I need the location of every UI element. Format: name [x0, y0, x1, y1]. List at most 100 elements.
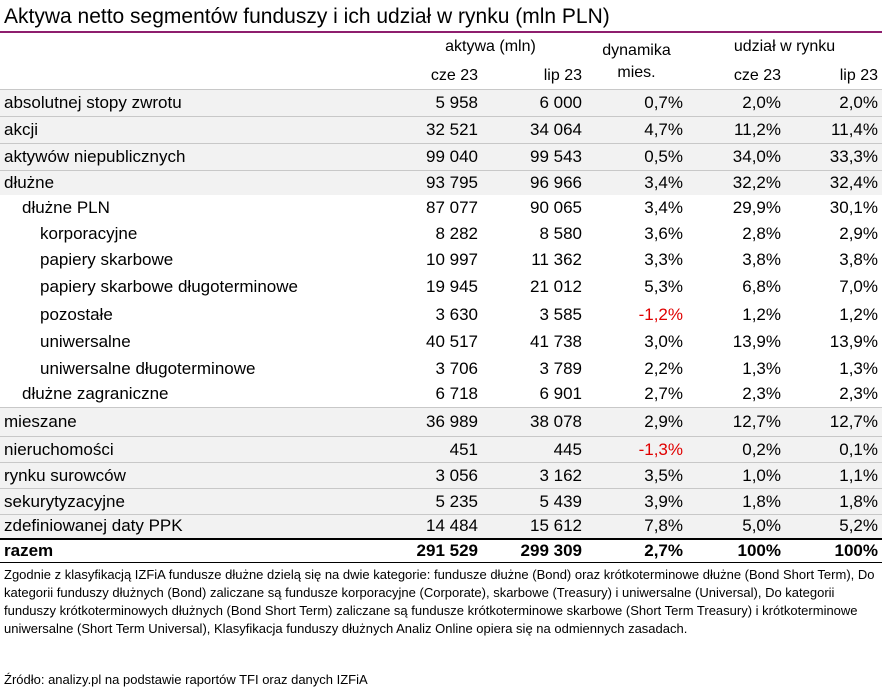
dynamics: 3,3% — [644, 249, 683, 269]
total-assets-lip: 299 309 — [482, 537, 586, 563]
header-share-group: udział w rynku — [733, 38, 836, 55]
assets-cze: 10 997 — [426, 249, 478, 269]
share-cze: 34,0% — [687, 143, 785, 171]
table-row: dłużne PLN 87 077 90 065 3,4% 29,9% 30,1% — [0, 194, 882, 221]
share-cze: 29,9% — [732, 197, 781, 217]
row-label: dłużne zagraniczne — [22, 384, 169, 404]
assets-lip: 96 966 — [482, 170, 586, 195]
assets-cze: 8 282 — [435, 223, 478, 243]
row-label: papiery skarbowe długoterminowe — [40, 277, 298, 296]
assets-lip: 3 585 — [539, 305, 582, 324]
assets-cze: 451 — [395, 436, 482, 463]
row-label: zdefiniowanej daty PPK — [0, 514, 395, 539]
row-label: uniwersalne długoterminowe — [40, 358, 256, 378]
share-cze: 12,7% — [687, 407, 785, 437]
assets-cze: 14 484 — [395, 514, 482, 539]
assets-cze: 93 795 — [395, 170, 482, 195]
share-cze: 1,0% — [687, 462, 785, 489]
share-lip: 2,9% — [839, 223, 878, 243]
total-row: razem 291 529 299 309 2,7% 100% 100% — [0, 537, 882, 563]
share-lip: 30,1% — [829, 197, 878, 217]
share-cze: 2,0% — [687, 89, 785, 117]
assets-lip: 99 543 — [482, 143, 586, 171]
share-lip: 2,0% — [785, 89, 882, 117]
assets-lip: 34 064 — [482, 116, 586, 144]
assets-cze: 6 718 — [435, 384, 478, 404]
assets-lip: 15 612 — [482, 514, 586, 539]
assets-lip: 38 078 — [482, 407, 586, 437]
assets-lip: 41 738 — [530, 332, 582, 351]
share-cze: 32,2% — [687, 170, 785, 195]
title-divider — [0, 31, 882, 33]
assets-cze: 87 077 — [426, 197, 478, 217]
header-dynamics-line2: mies. — [617, 64, 656, 81]
table-row: aktywów niepublicznych 99 040 99 543 0,5% 34… — [0, 143, 882, 171]
source-note: Źródło: analizy.pl na podstawie raportów… — [4, 672, 368, 687]
share-lip: 0,1% — [785, 436, 882, 463]
table-row: dłużne zagraniczne 6 718 6 901 2,7% 2,3% 2,3% — [0, 381, 882, 408]
share-lip: 1,8% — [785, 488, 882, 515]
share-cze: 11,2% — [687, 116, 785, 144]
dynamics: 0,7% — [586, 89, 687, 117]
share-lip: 1,2% — [839, 305, 878, 324]
share-cze: 2,8% — [742, 223, 781, 243]
row-label: akcji — [0, 116, 395, 144]
header-share-lip: lip 23 — [839, 67, 878, 84]
total-row-label: razem — [0, 537, 395, 563]
row-label: dłużne PLN — [22, 197, 110, 217]
total-assets-cze: 291 529 — [395, 537, 482, 563]
table-row: uniwersalne długoterminowe 3 706 3 789 2,2%… — [0, 355, 882, 382]
segments-table-body: absolutnej stopy zwrotu 5 958 6 000 0,7% 2,0… — [0, 89, 882, 563]
dynamics: 3,5% — [586, 462, 687, 489]
segments-table: absolutnej stopy zwrotu 5 958 6 000 0,7% 2,0… — [0, 89, 882, 563]
row-label: papiery skarbowe — [40, 249, 174, 269]
dynamics: 3,4% — [586, 170, 687, 195]
table-row: uniwersalne 40 517 41 738 3,0% 13,9% 13,9% — [0, 328, 882, 356]
total-dynamics: 2,7% — [586, 537, 687, 563]
table-row: sekurytyzacyjne 5 235 5 439 3,9% 1,8% 1,8% — [0, 488, 882, 515]
share-lip: 11,4% — [785, 116, 882, 144]
dynamics: -1,3% — [586, 436, 687, 463]
total-share-lip: 100% — [785, 537, 882, 563]
dynamics: 3,4% — [644, 197, 683, 217]
classification-note: Zgodnie z klasyfikacją IZFiA fundusze dł… — [4, 567, 875, 636]
row-label: korporacyjne — [40, 223, 138, 243]
table-title: Aktywa netto segmentów funduszy i ich ud… — [4, 5, 610, 28]
row-label: mieszane — [0, 407, 395, 437]
header-share-cze: cze 23 — [733, 67, 781, 84]
share-lip: 12,7% — [785, 407, 882, 437]
share-cze: 0,2% — [687, 436, 785, 463]
share-lip: 1,1% — [785, 462, 882, 489]
table-row: pozostałe 3 630 3 585 -1,2% 1,2% 1,2% — [0, 301, 882, 329]
assets-cze: 40 517 — [426, 332, 478, 351]
assets-lip: 5 439 — [482, 488, 586, 515]
row-label: absolutnej stopy zwrotu — [0, 89, 395, 117]
assets-cze: 32 521 — [395, 116, 482, 144]
assets-lip: 6 901 — [539, 384, 582, 404]
assets-cze: 36 989 — [395, 407, 482, 437]
row-label: rynku surowców — [0, 462, 395, 489]
table-row: zdefiniowanej daty PPK 14 484 15 612 7,8% 5,… — [0, 514, 882, 539]
dynamics: 4,7% — [586, 116, 687, 144]
table-row: nieruchomości 451 445 -1,3% 0,2% 0,1% — [0, 436, 882, 463]
share-cze: 3,8% — [742, 249, 781, 269]
header-dynamics-line1: dynamika — [602, 42, 671, 59]
share-cze: 13,9% — [732, 332, 781, 351]
table-row: papiery skarbowe długoterminowe 19 945 21 … — [0, 272, 882, 302]
assets-cze: 3 056 — [395, 462, 482, 489]
dynamics: 5,3% — [644, 277, 683, 296]
share-lip: 13,9% — [829, 332, 878, 351]
dynamics: 0,5% — [586, 143, 687, 171]
table-row: dłużne 93 795 96 966 3,4% 32,2% 32,4% — [0, 170, 882, 195]
share-lip: 32,4% — [785, 170, 882, 195]
share-lip: 5,2% — [785, 514, 882, 539]
share-lip: 3,8% — [839, 249, 878, 269]
share-cze: 1,8% — [687, 488, 785, 515]
row-label: aktywów niepublicznych — [0, 143, 395, 171]
dynamics: -1,2% — [638, 305, 683, 324]
share-cze: 1,2% — [742, 305, 781, 324]
assets-cze: 19 945 — [426, 277, 478, 296]
assets-cze: 99 040 — [395, 143, 482, 171]
header-assets-cze: cze 23 — [430, 67, 478, 84]
dynamics: 2,7% — [644, 384, 683, 404]
